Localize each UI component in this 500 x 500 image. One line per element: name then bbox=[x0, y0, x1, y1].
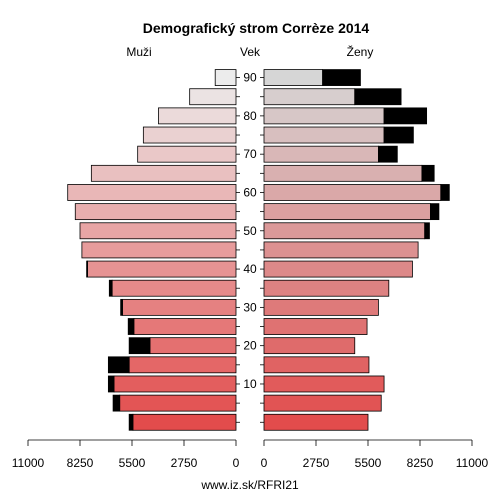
female-excess-bar bbox=[377, 145, 398, 163]
x-tick-label-right: 5500 bbox=[355, 456, 382, 470]
x-tick-label-left: 8250 bbox=[67, 456, 94, 470]
female-excess-bar bbox=[383, 126, 414, 144]
male-bar bbox=[113, 375, 237, 393]
female-bar bbox=[263, 394, 382, 412]
female-bars bbox=[263, 69, 450, 431]
age-tick-label: 10 bbox=[243, 377, 257, 391]
x-tick-label-right: 8250 bbox=[407, 456, 434, 470]
male-excess-bar bbox=[107, 356, 130, 374]
female-bar bbox=[263, 413, 369, 431]
male-excess-bar bbox=[112, 394, 121, 412]
center-axis-label: Vek bbox=[240, 45, 261, 59]
x-tick-label-left: 0 bbox=[233, 456, 240, 470]
female-excess-bar bbox=[424, 222, 430, 240]
male-bar bbox=[149, 337, 237, 355]
male-excess-bar bbox=[86, 260, 88, 278]
male-bar bbox=[122, 298, 237, 316]
female-bar bbox=[263, 107, 385, 125]
female-bar bbox=[263, 298, 379, 316]
x-tick-label-right: 0 bbox=[261, 456, 268, 470]
male-bar bbox=[132, 413, 237, 431]
x-tick-label-left: 11000 bbox=[12, 456, 45, 470]
age-tick-label: 40 bbox=[243, 262, 257, 276]
male-bar bbox=[128, 356, 237, 374]
x-tick-label-right: 2750 bbox=[303, 456, 330, 470]
female-bar bbox=[263, 356, 370, 374]
male-bar bbox=[79, 222, 237, 240]
right-panel-label: Ženy bbox=[347, 44, 374, 59]
female-bar bbox=[263, 126, 385, 144]
male-excess-bar bbox=[127, 318, 135, 335]
male-bar bbox=[111, 279, 237, 297]
x-tick-label-right: 11000 bbox=[456, 456, 489, 470]
male-bar bbox=[119, 394, 237, 412]
female-excess-bar bbox=[421, 164, 435, 182]
male-excess-bar bbox=[108, 279, 113, 297]
male-bar bbox=[74, 203, 237, 221]
male-bar bbox=[90, 164, 237, 182]
male-bars bbox=[67, 69, 237, 431]
male-excess-bar bbox=[107, 375, 115, 393]
female-bar bbox=[263, 260, 413, 278]
female-excess-bar bbox=[354, 88, 402, 106]
chart-title: Demografický strom Corrèze 2014 bbox=[143, 20, 370, 36]
male-bar bbox=[81, 241, 237, 259]
male-bar bbox=[137, 145, 237, 163]
male-bar bbox=[214, 69, 237, 86]
female-bar bbox=[263, 279, 390, 297]
x-axis-right: 0 2750 5500 8250 11000 bbox=[261, 439, 489, 470]
female-bar bbox=[263, 88, 356, 106]
female-bar bbox=[263, 145, 379, 163]
female-bar bbox=[263, 69, 324, 86]
male-bar bbox=[189, 88, 237, 106]
female-excess-bar bbox=[322, 69, 361, 86]
male-bar bbox=[87, 260, 237, 278]
female-bar bbox=[263, 203, 431, 221]
female-bar bbox=[263, 337, 356, 355]
age-tick-label: 50 bbox=[243, 224, 257, 238]
female-bar bbox=[263, 375, 385, 393]
age-tick-label: 30 bbox=[243, 300, 257, 314]
male-excess-bar bbox=[128, 337, 151, 355]
female-bar bbox=[263, 318, 368, 335]
female-excess-bar bbox=[440, 184, 450, 201]
x-tick-label-left: 5500 bbox=[119, 456, 146, 470]
male-bar bbox=[142, 126, 237, 144]
left-panel-label: Muži bbox=[126, 45, 151, 59]
male-bar bbox=[158, 107, 237, 125]
age-tick-label: 70 bbox=[243, 147, 257, 161]
x-axis-left: 11000 8250 5500 2750 0 bbox=[12, 439, 240, 470]
age-tick-label: 20 bbox=[243, 339, 257, 353]
female-excess-bar bbox=[383, 107, 428, 125]
age-tick-label: 80 bbox=[243, 109, 257, 123]
female-bar bbox=[263, 164, 423, 182]
age-tick-label: 90 bbox=[243, 71, 257, 85]
female-excess-bar bbox=[429, 203, 440, 221]
age-tick-label: 60 bbox=[243, 185, 257, 199]
male-excess-bar bbox=[128, 413, 134, 431]
female-bar bbox=[263, 184, 442, 201]
male-excess-bar bbox=[120, 298, 123, 316]
male-bar bbox=[67, 184, 237, 201]
x-tick-label-left: 2750 bbox=[171, 456, 198, 470]
female-bar bbox=[263, 222, 426, 240]
age-axis: 10 20 30 40 50 60 70 80 90 bbox=[236, 71, 264, 423]
female-bar bbox=[263, 241, 419, 259]
male-bar bbox=[133, 318, 237, 335]
source-label: www.iz.sk/RFRI21 bbox=[200, 478, 299, 492]
